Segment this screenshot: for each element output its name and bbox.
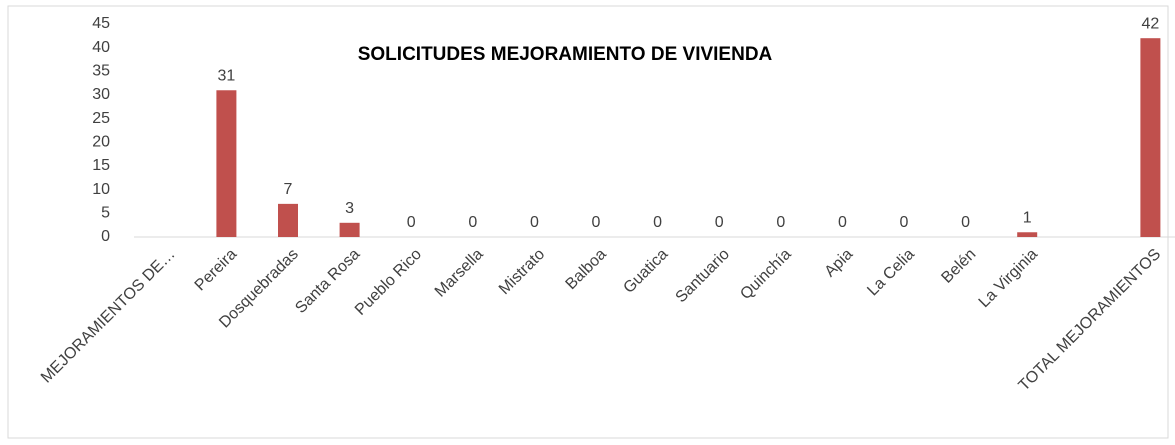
- data-label: 42: [1142, 15, 1160, 32]
- y-tick-label: 10: [92, 181, 110, 198]
- bar: [216, 90, 237, 238]
- y-tick-label: 5: [101, 205, 110, 222]
- data-label: 0: [961, 214, 970, 231]
- chart-border: [7, 5, 1169, 439]
- y-tick-label: 45: [92, 15, 110, 32]
- data-label: 0: [838, 214, 847, 231]
- x-tick-label: MEJORAMIENTOS DE…: [38, 246, 179, 387]
- x-tick-label: Belén: [938, 246, 979, 287]
- y-tick-label: 25: [92, 110, 110, 127]
- data-label: 0: [776, 214, 785, 231]
- y-tick-label: 0: [101, 228, 110, 245]
- data-label: 31: [218, 67, 236, 84]
- x-tick-label: TOTAL MEJORAMIENTOS: [1016, 246, 1165, 395]
- data-label: 0: [592, 214, 601, 231]
- data-label: 0: [900, 214, 909, 231]
- data-label: 3: [345, 200, 354, 217]
- x-tick-label: La Virginia: [976, 246, 1041, 311]
- data-label: 0: [468, 214, 477, 231]
- y-tick-label: 30: [92, 86, 110, 103]
- x-tick-label: Santuario: [673, 246, 734, 307]
- x-tick-label: La Celia: [864, 246, 918, 300]
- data-label: 0: [530, 214, 539, 231]
- chart-title: SOLICITUDES MEJORAMIENTO DE VIVIENDA: [358, 44, 773, 65]
- y-tick-label: 20: [92, 134, 110, 151]
- x-tick-label: Marsella: [432, 246, 487, 301]
- bar: [1017, 232, 1038, 237]
- x-tick-label: Pereira: [192, 246, 241, 295]
- bar: [278, 203, 298, 237]
- y-tick-label: 40: [92, 39, 110, 56]
- x-tick-label: Quinchía: [737, 246, 794, 303]
- x-tick-label: Pueblo Rico: [352, 246, 425, 319]
- x-tick-label: Guatica: [620, 246, 671, 297]
- x-tick-label: Balboa: [563, 246, 610, 293]
- x-tick-label: Apia: [822, 246, 857, 281]
- y-tick-label: 35: [92, 63, 110, 80]
- data-label: 0: [407, 214, 416, 231]
- y-tick-label: 15: [92, 157, 110, 174]
- data-label: 7: [284, 181, 293, 198]
- bar: [339, 222, 360, 237]
- data-label: 1: [1023, 209, 1032, 226]
- bar: [1140, 38, 1161, 238]
- data-label: 0: [653, 214, 662, 231]
- x-tick-label: Mistrato: [496, 246, 548, 298]
- data-label: 0: [715, 214, 724, 231]
